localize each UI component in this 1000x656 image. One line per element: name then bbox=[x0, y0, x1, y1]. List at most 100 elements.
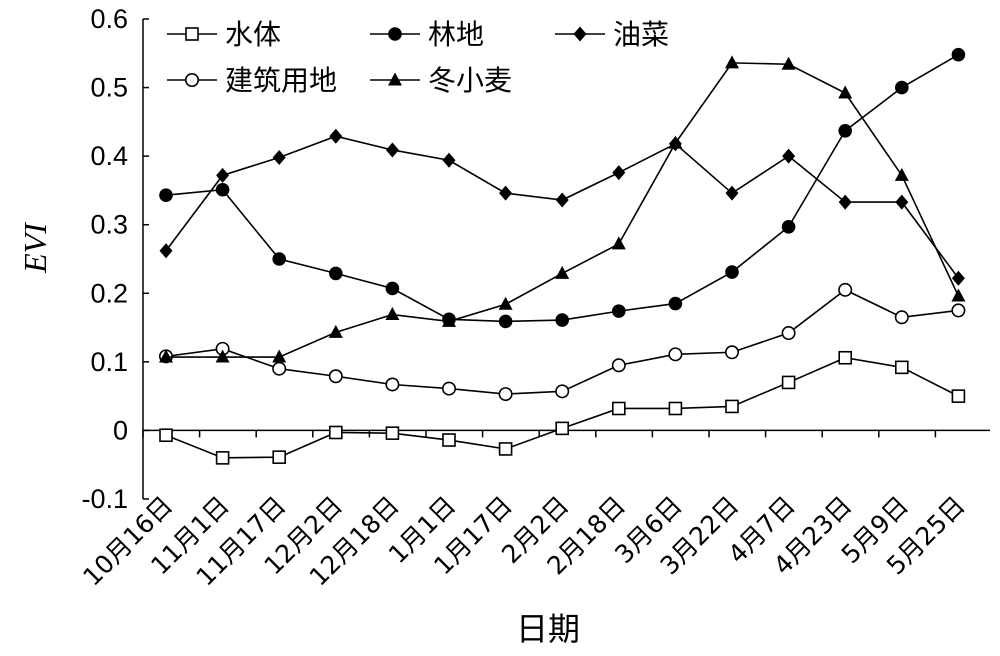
legend-label: 冬小麦 bbox=[428, 64, 512, 97]
data-point bbox=[498, 387, 513, 402]
data-point bbox=[668, 347, 683, 362]
x-ticks: 10月16日11月1日11月17日12月2日12月18日1月1日1月17日2月2… bbox=[77, 430, 971, 592]
data-point bbox=[442, 313, 456, 327]
data-point bbox=[442, 433, 456, 447]
data-point bbox=[328, 369, 343, 384]
data-point bbox=[498, 314, 513, 329]
y-axis-title: EVI bbox=[17, 222, 53, 274]
data-point bbox=[895, 194, 909, 210]
legend-item: 水体 bbox=[167, 18, 281, 51]
data-point bbox=[725, 185, 739, 201]
data-point bbox=[895, 80, 909, 95]
series-group bbox=[159, 47, 966, 465]
series-filled-triangle bbox=[159, 55, 966, 363]
data-point bbox=[668, 296, 683, 311]
data-point bbox=[782, 148, 796, 164]
legend-marker bbox=[388, 27, 402, 41]
data-point bbox=[725, 399, 739, 414]
data-point bbox=[781, 326, 796, 341]
series-filled-circle bbox=[159, 47, 966, 329]
y-tick-label: 0.4 bbox=[90, 141, 128, 171]
data-point bbox=[894, 310, 909, 325]
data-point bbox=[272, 150, 286, 166]
data-point bbox=[781, 219, 796, 234]
data-point bbox=[555, 384, 570, 399]
data-point bbox=[781, 375, 796, 390]
data-point bbox=[159, 349, 173, 363]
data-point bbox=[668, 135, 683, 149]
data-point bbox=[385, 142, 399, 158]
data-point bbox=[215, 451, 230, 465]
data-point bbox=[838, 350, 853, 365]
data-point bbox=[724, 345, 739, 360]
legend-label: 林地 bbox=[428, 18, 484, 51]
data-point bbox=[611, 236, 626, 250]
legend-marker bbox=[185, 27, 199, 41]
data-point bbox=[951, 47, 966, 62]
data-point bbox=[838, 194, 852, 210]
data-point bbox=[498, 442, 513, 456]
legend-item: 建筑用地 bbox=[167, 64, 337, 97]
y-tick-label: -0.1 bbox=[81, 484, 128, 514]
data-point bbox=[328, 425, 343, 440]
y-tick-label: 0.1 bbox=[90, 347, 128, 377]
legend-marker bbox=[185, 73, 200, 88]
data-point bbox=[272, 361, 287, 376]
data-point bbox=[498, 296, 513, 310]
data-point bbox=[951, 270, 965, 286]
y-ticks: -0.1 0 0.1 0.2 0.3 0.4 0.5 0.6 bbox=[81, 4, 149, 514]
data-point bbox=[329, 266, 343, 281]
data-point bbox=[838, 85, 853, 99]
data-point bbox=[951, 288, 966, 302]
data-point bbox=[385, 426, 400, 440]
series-line bbox=[165, 288, 959, 395]
legend-label: 水体 bbox=[225, 18, 281, 51]
data-point bbox=[781, 56, 796, 70]
data-point bbox=[555, 313, 569, 327]
data-point bbox=[328, 324, 343, 338]
data-point bbox=[159, 428, 173, 443]
data-point bbox=[385, 281, 400, 296]
legend-marker bbox=[388, 72, 402, 86]
data-point bbox=[272, 450, 287, 464]
data-point bbox=[894, 360, 909, 375]
data-point bbox=[838, 282, 853, 297]
data-point bbox=[216, 167, 230, 183]
legend-item: 冬小麦 bbox=[370, 64, 512, 97]
legend-label: 油菜 bbox=[613, 18, 669, 51]
legend-label: 建筑用地 bbox=[225, 64, 337, 97]
series-open-circle bbox=[159, 282, 966, 402]
data-point bbox=[329, 128, 343, 144]
y-tick-label: 0.2 bbox=[90, 278, 128, 308]
data-point bbox=[725, 265, 739, 279]
data-point bbox=[215, 349, 230, 363]
series-line bbox=[166, 62, 960, 358]
data-point bbox=[838, 123, 852, 138]
y-tick-label: 0.6 bbox=[90, 4, 128, 34]
data-point bbox=[894, 167, 909, 181]
data-point bbox=[611, 401, 626, 416]
data-point bbox=[612, 165, 626, 181]
series-filled-diamond bbox=[159, 128, 965, 286]
data-point bbox=[385, 307, 400, 321]
series-open-square bbox=[159, 350, 966, 465]
data-point bbox=[611, 358, 626, 373]
legend-item: 油菜 bbox=[555, 18, 669, 51]
y-tick-label: 0.3 bbox=[90, 210, 128, 240]
data-point bbox=[215, 182, 230, 197]
data-point bbox=[951, 303, 966, 318]
data-point bbox=[612, 304, 626, 318]
data-point bbox=[272, 252, 287, 266]
data-point bbox=[442, 152, 456, 168]
legend-marker bbox=[573, 26, 587, 42]
data-point bbox=[725, 55, 739, 69]
data-point bbox=[159, 243, 173, 259]
data-point bbox=[668, 401, 683, 416]
data-point bbox=[555, 192, 569, 208]
data-point bbox=[555, 265, 570, 279]
data-point bbox=[951, 389, 966, 403]
data-point bbox=[555, 421, 570, 436]
data-point bbox=[272, 349, 287, 363]
y-tick-label: 0 bbox=[113, 415, 128, 445]
